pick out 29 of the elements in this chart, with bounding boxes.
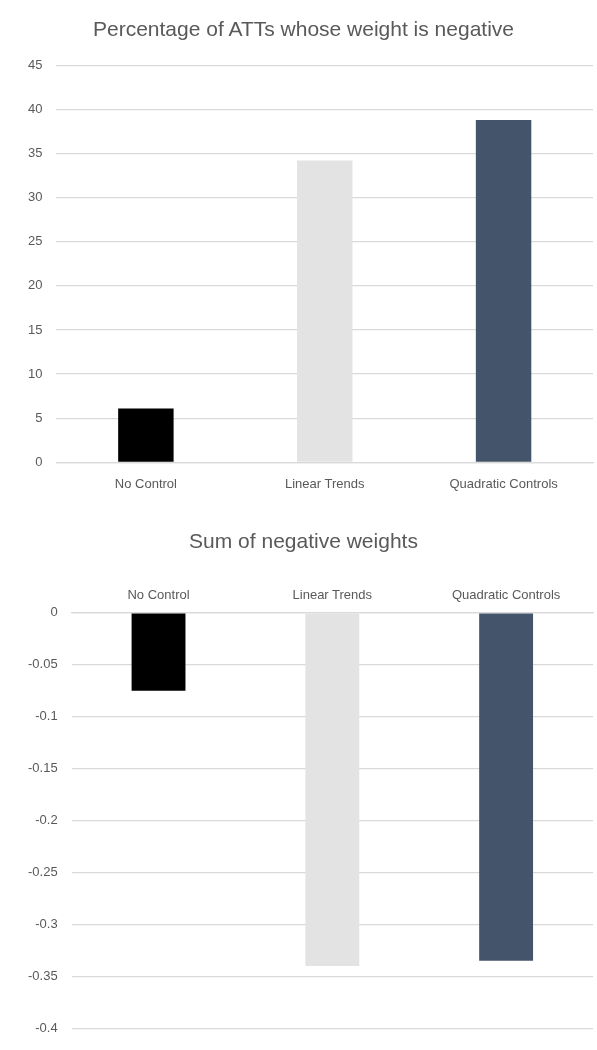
y-tick-label: 40	[27, 100, 43, 116]
x-tick-label: Quadratic Controls	[451, 586, 561, 602]
bar	[118, 408, 174, 462]
y-tick-label: 45	[27, 56, 43, 72]
y-tick-label: 25	[27, 233, 43, 249]
y-tick-label: 5	[35, 409, 43, 425]
x-tick-label: Linear Trends	[284, 475, 365, 491]
y-tick-label: 15	[27, 321, 43, 337]
y-tick-label: -0.25	[27, 864, 58, 879]
y-tick-label: -0.35	[27, 967, 58, 983]
x-tick-label: No Control	[127, 586, 190, 602]
y-tick-label: -0.2	[35, 812, 58, 828]
y-tick-label: 0	[50, 604, 58, 620]
y-tick-label: -0.1	[35, 708, 58, 724]
y-tick-label: 10	[27, 365, 43, 381]
x-tick-label: Linear Trends	[292, 586, 373, 602]
y-tick-label: -0.4	[35, 1019, 58, 1035]
bar	[475, 119, 532, 462]
y-tick-label: -0.3	[35, 915, 58, 931]
y-tick-label: -0.15	[27, 760, 58, 776]
y-tick-label: 0	[35, 453, 43, 469]
x-tick-label: Quadratic Controls	[449, 475, 559, 491]
y-tick-label: 20	[27, 277, 43, 293]
chart-title: Sum of negative weights	[189, 529, 418, 553]
x-tick-label: No Control	[114, 475, 178, 491]
chart-title: Percentage of ATTs whose weight is negative	[92, 17, 515, 41]
y-tick-label: 35	[27, 145, 43, 161]
y-tick-label: 30	[27, 189, 43, 205]
y-tick-label: -0.05	[27, 656, 58, 672]
